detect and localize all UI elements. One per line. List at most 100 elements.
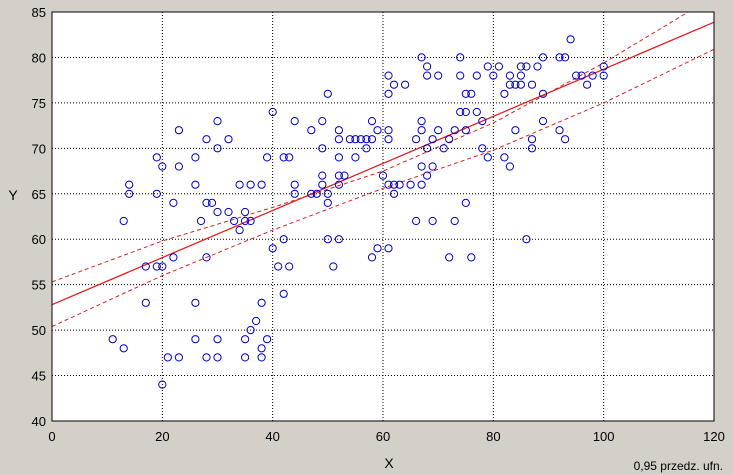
data-point <box>456 71 465 80</box>
data-point <box>395 180 404 189</box>
data-point <box>417 53 426 62</box>
data-point <box>417 180 426 189</box>
data-point <box>152 153 161 162</box>
data-point <box>472 107 481 117</box>
data-point <box>246 216 255 226</box>
data-point <box>423 144 432 153</box>
data-point <box>439 144 448 153</box>
data-point <box>456 53 465 62</box>
data-point <box>423 171 432 180</box>
data-point <box>307 126 316 135</box>
data-point <box>478 144 487 153</box>
data-point <box>467 89 476 98</box>
data-point <box>323 198 332 207</box>
data-point <box>384 71 393 80</box>
data-point <box>213 207 222 217</box>
y-tick-label: 40 <box>32 414 46 429</box>
data-point <box>527 135 537 144</box>
data-point <box>279 289 288 298</box>
data-point <box>373 126 382 135</box>
data-point <box>263 335 272 344</box>
data-point <box>224 135 233 144</box>
data-point <box>428 135 437 144</box>
y-tick-label: 60 <box>32 232 46 247</box>
data-point <box>241 216 250 226</box>
data-point <box>406 180 415 189</box>
data-point <box>318 171 327 180</box>
data-point <box>152 189 161 198</box>
data-point <box>450 126 459 135</box>
data-point <box>174 353 183 362</box>
data-point <box>241 335 250 344</box>
y-tick-label: 65 <box>32 187 46 202</box>
plot-frame <box>51 11 715 422</box>
data-point <box>334 153 343 162</box>
data-point <box>108 335 117 344</box>
data-point <box>538 53 548 62</box>
data-point <box>263 153 272 162</box>
grid <box>52 12 714 421</box>
data-point <box>483 62 492 71</box>
data-point <box>467 253 476 262</box>
data-point <box>163 353 172 362</box>
data-point <box>412 216 421 226</box>
data-point <box>527 144 537 153</box>
data-point <box>202 253 211 262</box>
data-point <box>290 117 299 126</box>
data-point <box>125 180 134 189</box>
data-point <box>334 171 343 180</box>
data-point <box>362 135 371 144</box>
data-point <box>588 71 597 80</box>
data-point <box>428 216 437 226</box>
data-point <box>445 135 454 144</box>
data-point <box>125 189 134 198</box>
x-tick-labels: 0 20 40 60 80 100 120 <box>48 429 724 444</box>
data-point <box>307 189 316 198</box>
data-point <box>384 135 393 144</box>
data-point <box>378 171 388 180</box>
data-point <box>362 144 371 153</box>
data-point <box>268 244 277 253</box>
data-point <box>257 180 266 189</box>
data-point <box>505 71 514 80</box>
data-point <box>511 80 520 89</box>
data-point <box>318 180 327 189</box>
data-point <box>274 262 283 271</box>
data-point <box>384 126 393 135</box>
confidence-band-lower <box>52 48 714 327</box>
data-point <box>373 244 382 253</box>
x-tick-label: 100 <box>593 429 615 444</box>
data-point <box>174 126 183 135</box>
data-point <box>224 207 233 217</box>
data-point <box>285 153 294 162</box>
data-point <box>434 71 443 80</box>
data-point <box>356 135 365 144</box>
y-tick-label: 70 <box>32 141 46 156</box>
data-point <box>522 62 531 71</box>
data-point <box>351 153 360 162</box>
data-point <box>389 189 399 198</box>
data-point <box>191 180 200 189</box>
data-point <box>412 135 421 144</box>
x-tick-label: 20 <box>155 429 169 444</box>
data-point <box>384 180 393 189</box>
data-point <box>290 180 299 189</box>
data-point <box>329 262 338 271</box>
data-point <box>235 226 244 235</box>
x-tick-label: 80 <box>486 429 500 444</box>
data-point <box>577 71 586 80</box>
data-point <box>323 235 332 244</box>
data-point <box>141 262 150 271</box>
y-tick-label: 80 <box>32 50 46 65</box>
data-point <box>257 298 266 307</box>
data-point <box>527 80 537 89</box>
data-point <box>566 35 575 44</box>
data-point <box>456 107 465 117</box>
data-point <box>174 162 183 171</box>
data-point <box>169 198 178 207</box>
data-point <box>428 162 437 171</box>
data-point <box>538 117 548 126</box>
data-point <box>423 71 432 80</box>
data-point <box>461 89 470 98</box>
data-point <box>141 298 150 307</box>
